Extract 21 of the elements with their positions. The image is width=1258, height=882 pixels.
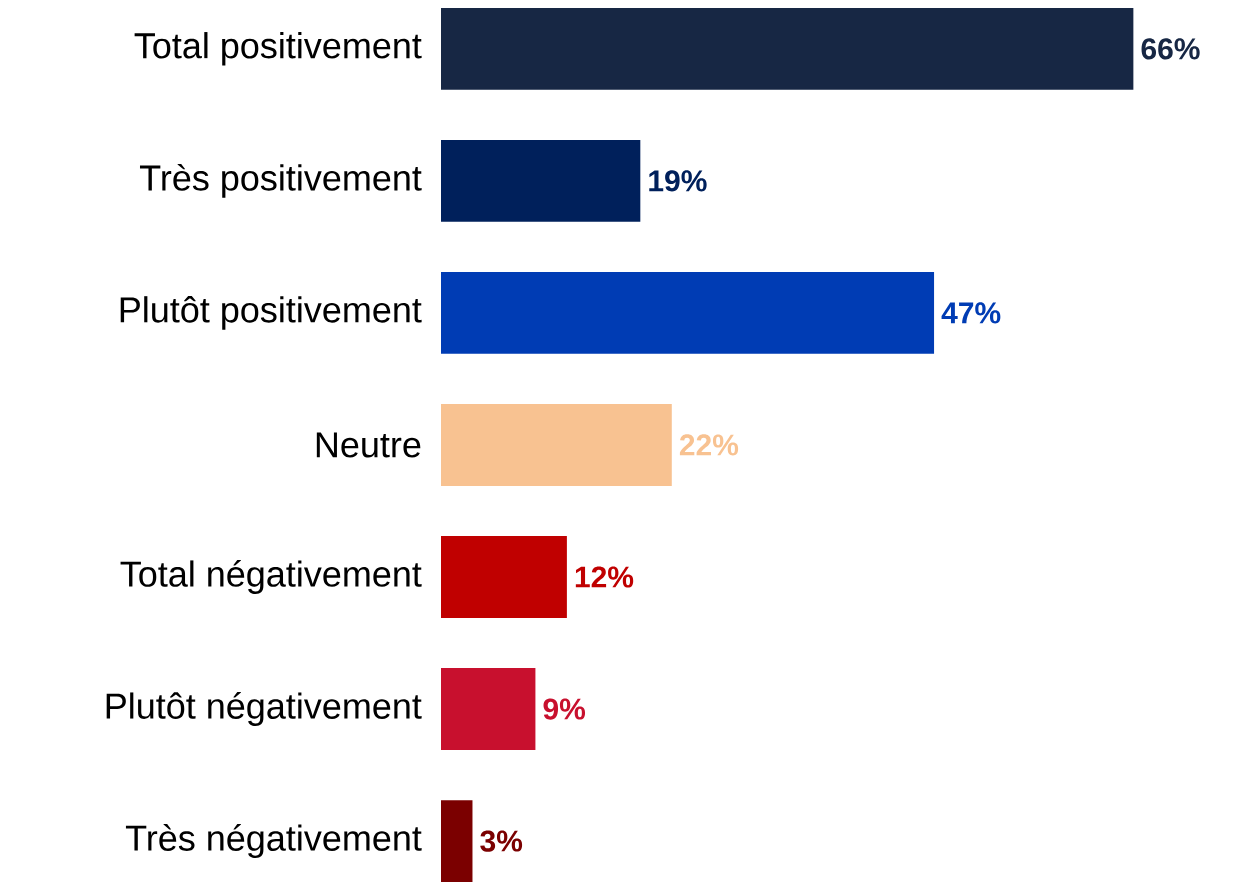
data-label: 3% bbox=[480, 830, 523, 852]
data-label: 9% bbox=[543, 698, 586, 720]
bar bbox=[441, 271, 935, 354]
bar bbox=[441, 7, 1134, 90]
bar bbox=[441, 536, 567, 618]
y-tick-label: Plutôt positivement bbox=[120, 296, 422, 330]
bar bbox=[441, 668, 536, 750]
data-label: 66% bbox=[1141, 38, 1200, 60]
y-tick-label: Neutre bbox=[316, 432, 421, 458]
y-tick-label: Plutôt négativement bbox=[106, 692, 422, 727]
bar bbox=[441, 800, 473, 882]
data-label: 47% bbox=[941, 302, 1001, 324]
data-label: 19% bbox=[649, 170, 707, 192]
bar bbox=[441, 404, 672, 486]
data-label: 12% bbox=[575, 566, 634, 588]
data-label: 22% bbox=[679, 434, 739, 456]
y-tick-label: Total négativement bbox=[120, 560, 422, 594]
y-tick-label: Très négativement bbox=[125, 824, 422, 859]
bar bbox=[441, 139, 641, 222]
y-tick-label: Très positivement bbox=[139, 163, 422, 198]
y-tick-label: Total positivement bbox=[134, 32, 422, 66]
